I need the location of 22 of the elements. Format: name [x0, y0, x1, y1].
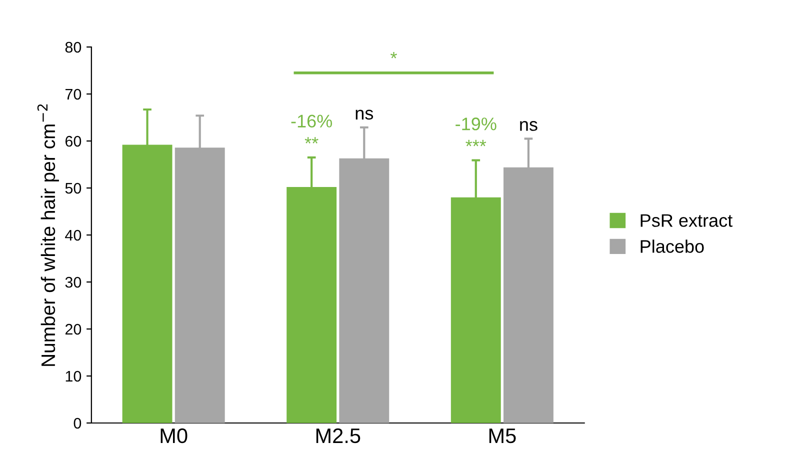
y-tick-label: 20 — [65, 324, 82, 335]
y-tick-label: 80 — [65, 42, 82, 53]
y-tick-label: 10 — [66, 370, 82, 382]
legend-label: Placebo — [640, 240, 704, 253]
y-tick-label: 40 — [65, 230, 82, 241]
x-tick-label: M0 — [160, 428, 188, 444]
annotation: -16% — [291, 114, 332, 128]
y-tick-label: 60 — [65, 136, 82, 147]
x-tick-label: M2.5 — [316, 428, 360, 444]
annotation: ** — [304, 137, 318, 144]
annotation: * — [390, 52, 397, 58]
annotation: ns — [356, 110, 374, 120]
y-tick-label: 70 — [65, 88, 82, 100]
x-tick-label: M5 — [489, 428, 516, 444]
y-tick-label: 30 — [65, 276, 82, 288]
annotation: ns — [520, 121, 538, 131]
annotation: -19% — [456, 118, 496, 130]
legend-label: PsR extract — [640, 214, 732, 227]
y-tick-label: 50 — [65, 182, 82, 194]
y-axis-title: Number of white hair per cm$^{−2}$ — [37, 104, 59, 366]
annotation: *** — [466, 140, 486, 146]
y-tick-label: 0 — [74, 418, 82, 429]
